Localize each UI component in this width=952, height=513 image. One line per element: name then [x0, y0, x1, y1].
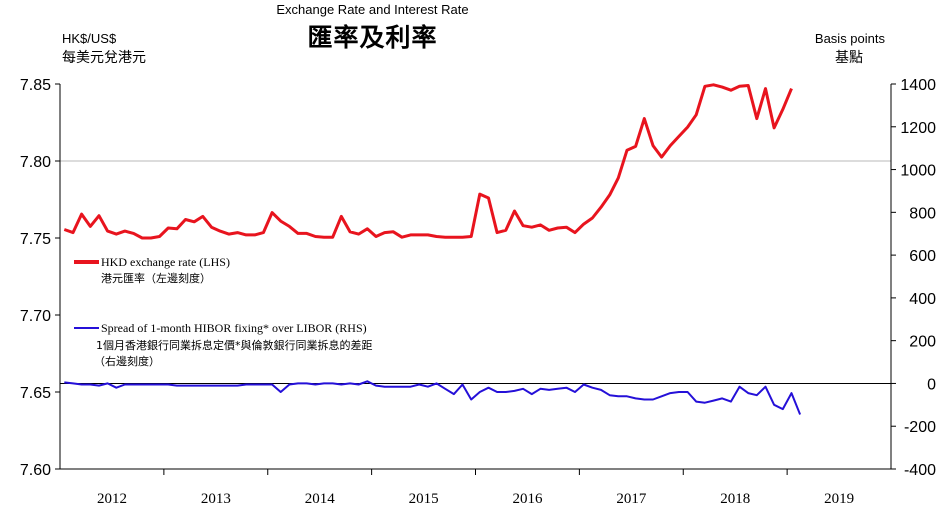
x-tick-label: 2019: [824, 491, 854, 507]
x-tick-label: 2018: [720, 491, 750, 507]
legend-label-exchange-rate: HKD exchange rate (LHS): [101, 255, 230, 269]
series-line-spread: [64, 380, 802, 415]
series-group: [63, 83, 802, 415]
right-tick-label: 0: [927, 376, 936, 393]
right-tick-label: 200: [909, 334, 936, 351]
x-tick-label: 2016: [512, 491, 543, 507]
legend-label-spread-zh: 1個月香港銀行同業拆息定價*與倫敦銀行同業拆息的差距: [96, 338, 373, 352]
right-tick-label: 1200: [900, 120, 936, 137]
left-tick-label: 7.80: [20, 154, 51, 171]
x-tick-label: 2012: [97, 491, 127, 507]
chart-title: Exchange Rate and Interest Rate: [276, 2, 469, 17]
legend: HKD exchange rate (LHS) 港元匯率（左邊刻度） Sprea…: [74, 255, 373, 368]
right-tick-label: 1400: [900, 77, 936, 94]
right-tick-label: -200: [904, 419, 936, 436]
legend-label-spread-zh-2: （右邊刻度）: [94, 354, 160, 368]
gridlines: [60, 160, 891, 384]
right-axis-label-zh: 基點: [835, 50, 863, 66]
right-tick-label: 800: [909, 205, 936, 222]
series-line-exchange-rate: [63, 83, 793, 240]
legend-label-exchange-rate-zh: 港元匯率（左邊刻度）: [101, 271, 211, 285]
left-axis-label: HK$/US$: [62, 31, 117, 46]
left-axis-label-zh: 每美元兌港元: [62, 50, 146, 66]
right-tick-label: 600: [909, 248, 936, 265]
right-axis-label: Basis points: [814, 31, 885, 46]
left-tick-label: 7.85: [20, 77, 51, 94]
x-tick-label: 2017: [616, 491, 647, 507]
x-tick-label: 2015: [409, 491, 439, 507]
left-tick-label: 7.65: [20, 385, 51, 402]
left-tick-label: 7.60: [20, 462, 51, 479]
legend-label-spread: Spread of 1-month HIBOR fixing* over LIB…: [101, 321, 367, 335]
chart-title-zh: 匯率及利率: [307, 23, 438, 52]
right-tick-label: 400: [909, 291, 936, 308]
axes: 7.85 7.80 7.75 7.70 7.65 7.60 1400 1200 1000 800 6…: [20, 77, 936, 507]
x-tick-label: 2014: [305, 491, 336, 507]
left-tick-label: 7.75: [20, 231, 51, 248]
x-tick-label: 2013: [201, 491, 231, 507]
right-tick-label: -400: [904, 462, 936, 479]
left-tick-label: 7.70: [20, 308, 51, 325]
right-tick-label: 1000: [900, 163, 936, 180]
